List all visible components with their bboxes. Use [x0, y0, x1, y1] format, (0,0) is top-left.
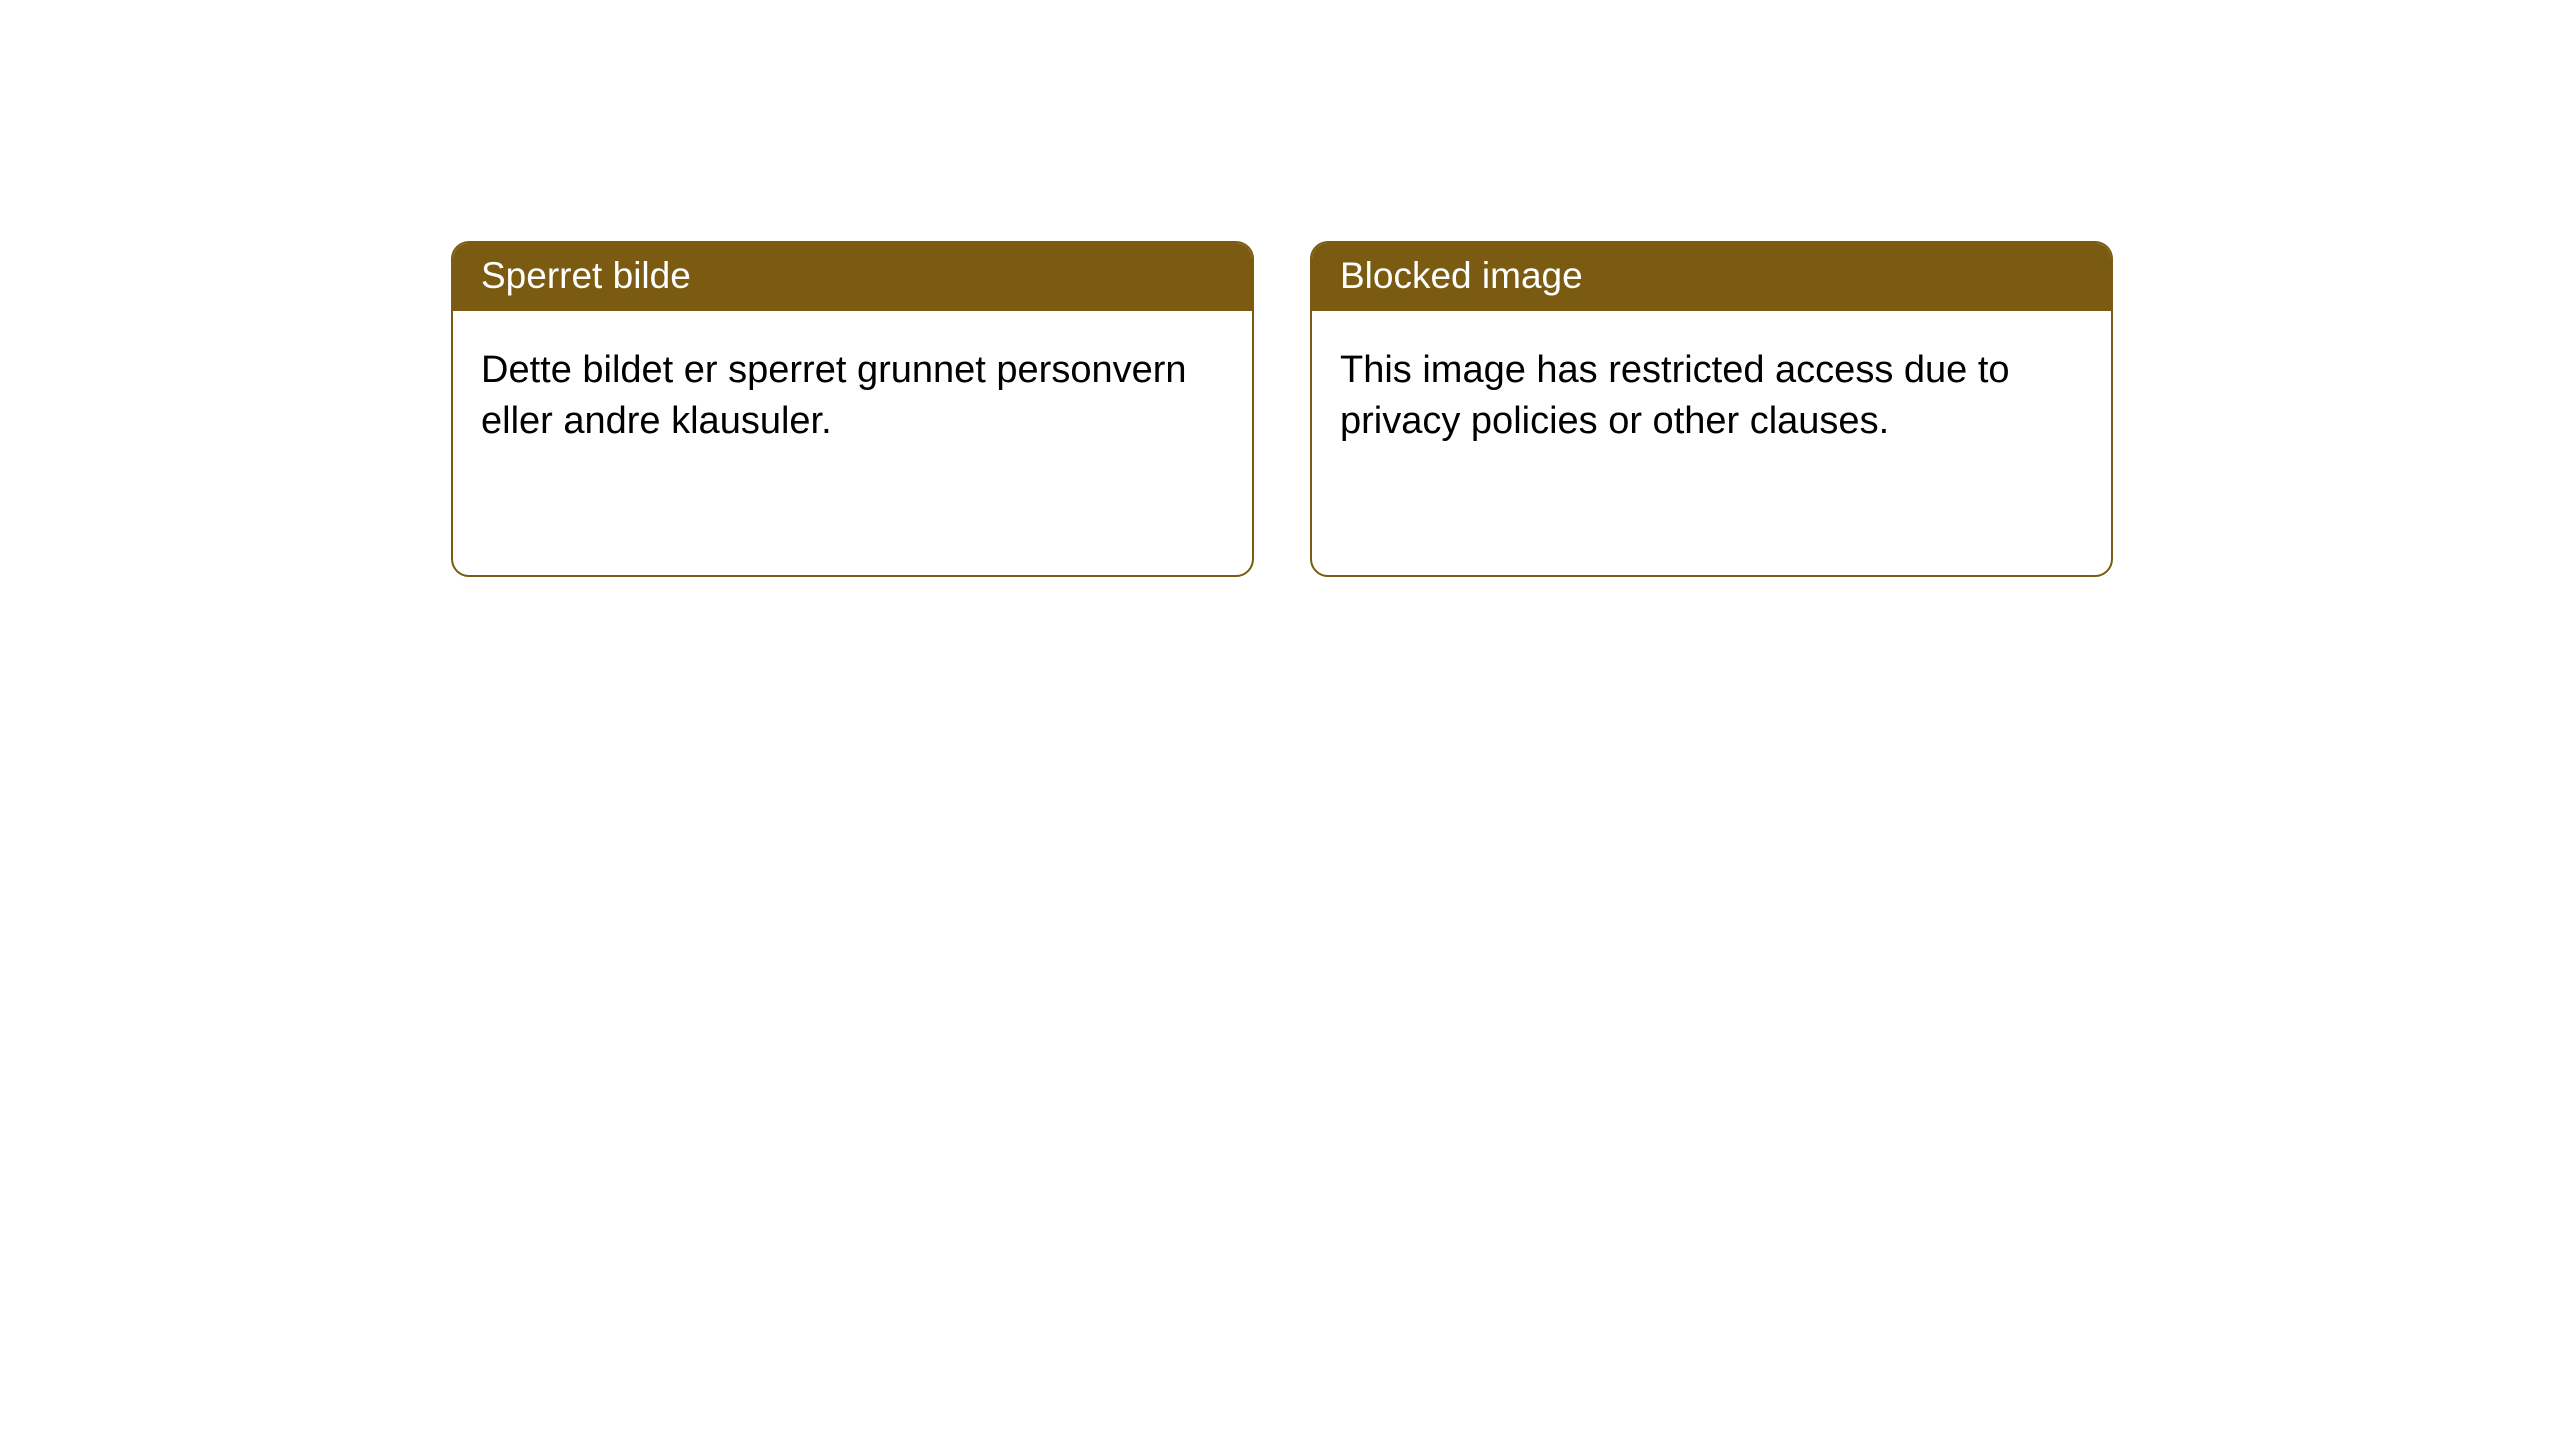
card-body-en: This image has restricted access due to … [1312, 311, 2111, 482]
card-header-no: Sperret bilde [453, 243, 1252, 311]
blocked-image-card-no: Sperret bilde Dette bildet er sperret gr… [451, 241, 1254, 577]
card-body-no: Dette bildet er sperret grunnet personve… [453, 311, 1252, 482]
blocked-image-card-en: Blocked image This image has restricted … [1310, 241, 2113, 577]
card-header-en: Blocked image [1312, 243, 2111, 311]
cards-container: Sperret bilde Dette bildet er sperret gr… [451, 241, 2113, 577]
